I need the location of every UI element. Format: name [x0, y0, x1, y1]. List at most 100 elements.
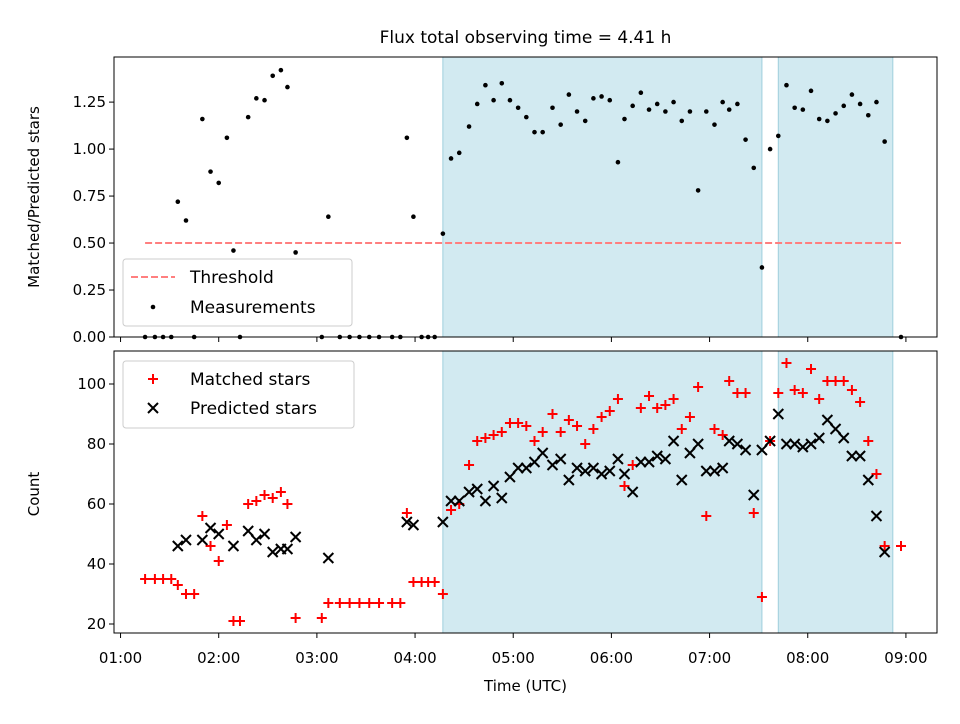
measurement-point — [474, 101, 480, 107]
predicted-point — [643, 456, 655, 468]
measurement-point — [687, 109, 693, 114]
measurement-point — [326, 214, 331, 220]
predicted-point — [536, 447, 549, 459]
predicted-point — [587, 462, 600, 474]
measurement-point — [833, 111, 838, 116]
measurement-point — [775, 133, 781, 139]
matched-point — [627, 460, 638, 470]
predicted-point — [692, 438, 704, 450]
measurement-point — [720, 99, 725, 105]
predicted-point — [289, 531, 302, 543]
predicted-point — [788, 438, 801, 450]
y-tick-label: 0.00 — [73, 328, 106, 346]
y-tick-label: 40 — [87, 555, 106, 573]
measurement-point — [254, 96, 259, 101]
matched-point — [529, 436, 540, 446]
measurement-point — [466, 124, 472, 129]
measurement-point — [558, 122, 563, 127]
predicted-point — [854, 450, 866, 462]
matched-point — [855, 397, 866, 407]
measurement-point — [857, 101, 863, 107]
measurement-point — [183, 218, 189, 223]
matched-point — [197, 511, 208, 521]
predicted-point — [838, 432, 850, 444]
matched-point — [364, 598, 375, 608]
y-tick-label: 0.25 — [73, 281, 106, 299]
predicted-point — [684, 447, 696, 459]
measurement-point — [874, 99, 879, 105]
measurement-point — [224, 135, 230, 141]
predicted-point — [579, 465, 591, 477]
matched-point — [446, 505, 457, 515]
matched-point — [863, 436, 874, 446]
matched-point — [596, 412, 607, 422]
y-tick-label: 1.25 — [73, 93, 106, 111]
matched-point — [717, 430, 728, 440]
measurement-point — [703, 109, 709, 114]
measurement-point — [695, 188, 701, 193]
predicted-point — [322, 552, 335, 564]
measurement-point — [524, 114, 529, 120]
predicted-point — [813, 432, 825, 444]
axes-frame — [113, 350, 938, 634]
matched-point — [282, 499, 293, 509]
measurement-point — [615, 159, 621, 165]
predicted-point — [635, 456, 647, 468]
legend-threshold-label: Threshold — [189, 268, 274, 288]
predicted-point — [267, 546, 279, 558]
measurement-point — [566, 92, 572, 97]
measurement-point — [865, 112, 871, 118]
predicted-point — [213, 528, 225, 540]
x-tick-label: 07:00 — [688, 649, 731, 667]
measurement-point — [231, 248, 236, 253]
measurement-point — [743, 137, 748, 142]
measurement-point — [712, 122, 717, 127]
measurement-point — [654, 101, 660, 107]
matched-point — [701, 511, 712, 521]
top-y-axis-label: Matched/Predicted stars — [25, 106, 43, 288]
measurement-point — [808, 88, 814, 94]
measurement-point — [262, 97, 267, 103]
measurement-point — [767, 146, 773, 152]
predicted-point — [546, 459, 559, 471]
predicted-point — [407, 519, 420, 531]
predicted-point — [479, 495, 492, 507]
matched-point — [221, 520, 232, 530]
matched-point — [172, 580, 183, 590]
matched-point — [234, 616, 245, 626]
measurement-point — [726, 107, 732, 112]
measurement-point — [456, 150, 462, 156]
x-axis-label: Time (UTC) — [483, 677, 567, 695]
measurement-point — [792, 105, 797, 111]
predicted-point — [563, 474, 575, 486]
matched-point — [781, 358, 792, 368]
matched-point — [488, 430, 499, 440]
matched-point — [563, 415, 574, 425]
matched-point — [612, 394, 623, 404]
measurement-point — [491, 97, 496, 103]
measurement-point — [175, 199, 181, 204]
matched-point — [513, 418, 524, 428]
measurement-point — [245, 114, 251, 120]
y-tick-label: 80 — [87, 435, 106, 453]
x-tick-label: 05:00 — [492, 649, 535, 667]
matched-point — [275, 487, 286, 497]
measurement-point — [825, 118, 830, 124]
predicted-point — [716, 462, 729, 474]
measurement-point — [591, 96, 596, 101]
legend-measurement-swatch — [150, 304, 156, 310]
predicted-point — [242, 525, 254, 537]
matched-point — [879, 541, 890, 551]
predicted-point — [604, 465, 616, 477]
matched-point — [166, 574, 177, 584]
predicted-point — [821, 414, 834, 426]
matched-point — [290, 613, 301, 623]
predicted-point — [196, 534, 209, 546]
matched-point — [354, 598, 365, 608]
measurement-point — [882, 139, 887, 144]
measurement-point — [630, 103, 635, 109]
predicted-point — [520, 462, 533, 474]
matched-point — [555, 427, 566, 437]
legend-box — [122, 258, 353, 327]
measurement-point — [404, 135, 410, 141]
